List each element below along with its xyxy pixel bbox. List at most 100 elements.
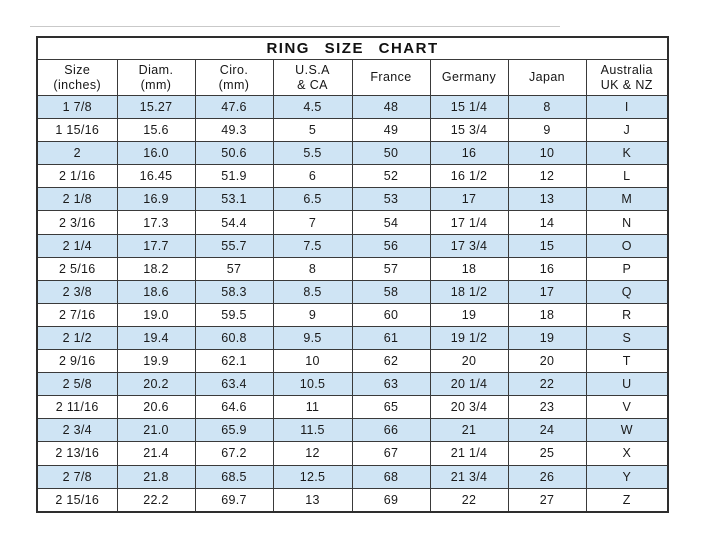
table-cell-germany: 16	[429, 141, 509, 166]
table-cell-diam-mm: 22.2	[116, 487, 196, 513]
table-cell-japan: 26	[507, 464, 587, 489]
table-cell-australia-uk-nz: W	[585, 418, 669, 443]
table-cell-size-inches: 2 11/16	[36, 395, 118, 420]
table-cell-france: 66	[351, 418, 431, 443]
table-cell-germany: 15 1/4	[429, 94, 509, 120]
table-cell-diam-mm: 18.2	[116, 256, 196, 281]
table-cell-size-inches: 2 15/16	[36, 487, 118, 513]
table-cell-australia-uk-nz: P	[585, 256, 669, 281]
table-cell-australia-uk-nz: U	[585, 372, 669, 397]
table-row: 2 3/4 21.0 65.9 11.5 66 21 24 W	[36, 418, 669, 443]
table-row: 2 16.0 50.6 5.5 50 16 10 K	[36, 141, 669, 166]
table-cell-germany: 17 1/4	[429, 210, 509, 235]
column-header-germany: Germany	[429, 59, 509, 96]
table-cell-france: 52	[351, 164, 431, 189]
table-cell-diam-mm: 21.8	[116, 464, 196, 489]
table-cell-diam-mm: 17.7	[116, 233, 196, 258]
table-cell-germany: 20 1/4	[429, 372, 509, 397]
table-cell-france: 58	[351, 279, 431, 304]
table-cell-japan: 19	[507, 325, 587, 351]
page-title: RING SIZE CHART	[36, 36, 669, 60]
table-cell-japan: 17	[507, 279, 587, 304]
table-cell-size-inches: 2 5/8	[36, 372, 118, 397]
table-cell-diam-mm: 16.45	[116, 164, 196, 189]
table-cell-france: 68	[351, 464, 431, 489]
table-cell-size-inches: 2 13/16	[36, 441, 118, 466]
table-row: 2 3/16 17.3 54.4 7 54 17 1/4 14 N	[36, 210, 669, 235]
table-cell-size-inches: 1 7/8	[36, 94, 118, 120]
column-header-size-inches: Size (inches)	[36, 59, 118, 96]
table-cell-size-inches: 2 9/16	[36, 349, 118, 374]
table-cell-diam-mm: 19.9	[116, 349, 196, 374]
table-cell-japan: 24	[507, 418, 587, 443]
table-row: 2 7/16 19.0 59.5 9 60 19 18 R	[36, 302, 669, 327]
table-cell-japan: 13	[507, 187, 587, 212]
table-cell-japan: 25	[507, 441, 587, 466]
ring-size-table: RING SIZE CHART Size (inches) Diam. (mm) Cir…	[36, 36, 670, 513]
table-cell-germany: 15 3/4	[429, 118, 509, 143]
table-cell-ciro-mm: 60.8	[194, 325, 274, 351]
table-row: 1 7/8 15.27 47.6 4.5 48 15 1/4 8 I	[36, 94, 669, 120]
table-cell-size-inches: 2	[36, 141, 118, 166]
table-cell-ciro-mm: 55.7	[194, 233, 274, 258]
table-cell-usa-ca: 9.5	[272, 325, 353, 351]
table-cell-ciro-mm: 54.4	[194, 210, 274, 235]
table-cell-france: 69	[351, 487, 431, 513]
table-cell-diam-mm: 16.0	[116, 141, 196, 166]
column-header-diam-mm: Diam. (mm)	[116, 59, 196, 96]
table-row: 2 13/16 21.4 67.2 12 67 21 1/4 25 X	[36, 441, 669, 466]
table-cell-diam-mm: 15.6	[116, 118, 196, 143]
table-cell-ciro-mm: 68.5	[194, 464, 274, 489]
table-cell-size-inches: 2 3/4	[36, 418, 118, 443]
table-row: 2 5/16 18.2 57 8 57 18 16 P	[36, 256, 669, 281]
column-header-ciro-mm: Ciro. (mm)	[194, 59, 274, 96]
column-header-japan: Japan	[507, 59, 587, 96]
table-cell-size-inches: 2 1/16	[36, 164, 118, 189]
table-cell-france: 53	[351, 187, 431, 212]
table-cell-australia-uk-nz: R	[585, 302, 669, 327]
table-cell-germany: 21 1/4	[429, 441, 509, 466]
table-cell-diam-mm: 20.6	[116, 395, 196, 420]
table-cell-size-inches: 2 7/16	[36, 302, 118, 327]
table-cell-france: 62	[351, 349, 431, 374]
table-cell-germany: 18	[429, 256, 509, 281]
table-cell-germany: 18 1/2	[429, 279, 509, 304]
table-cell-japan: 20	[507, 349, 587, 374]
table-cell-japan: 12	[507, 164, 587, 189]
table-cell-australia-uk-nz: Y	[585, 464, 669, 489]
table-cell-germany: 22	[429, 487, 509, 513]
table-cell-size-inches: 2 1/8	[36, 187, 118, 212]
table-cell-ciro-mm: 58.3	[194, 279, 274, 304]
table-cell-japan: 9	[507, 118, 587, 143]
table-cell-size-inches: 2 7/8	[36, 464, 118, 489]
table-cell-ciro-mm: 47.6	[194, 94, 274, 120]
table-cell-australia-uk-nz: T	[585, 349, 669, 374]
table-body: 1 7/8 15.27 47.6 4.5 48 15 1/4 8 I 1 15/16 15.6 49…	[36, 94, 669, 513]
table-cell-france: 50	[351, 141, 431, 166]
table-cell-australia-uk-nz: K	[585, 141, 669, 166]
table-cell-ciro-mm: 69.7	[194, 487, 274, 513]
table-cell-germany: 20 3/4	[429, 395, 509, 420]
table-cell-australia-uk-nz: Q	[585, 279, 669, 304]
table-cell-australia-uk-nz: J	[585, 118, 669, 143]
table-cell-ciro-mm: 65.9	[194, 418, 274, 443]
table-cell-diam-mm: 18.6	[116, 279, 196, 304]
table-cell-ciro-mm: 50.6	[194, 141, 274, 166]
table-cell-ciro-mm: 67.2	[194, 441, 274, 466]
table-cell-usa-ca: 12	[272, 441, 353, 466]
table-cell-germany: 17	[429, 187, 509, 212]
table-cell-france: 67	[351, 441, 431, 466]
table-cell-size-inches: 2 5/16	[36, 256, 118, 281]
table-row: 2 9/16 19.9 62.1 10 62 20 20 T	[36, 349, 669, 374]
column-header-france: France	[351, 59, 431, 96]
table-cell-australia-uk-nz: S	[585, 325, 669, 351]
table-row: 2 1/16 16.45 51.9 6 52 16 1/2 12 L	[36, 164, 669, 189]
table-cell-usa-ca: 8	[272, 256, 353, 281]
table-cell-japan: 15	[507, 233, 587, 258]
table-cell-ciro-mm: 51.9	[194, 164, 274, 189]
table-cell-usa-ca: 5.5	[272, 141, 353, 166]
table-cell-ciro-mm: 53.1	[194, 187, 274, 212]
table-cell-germany: 19	[429, 302, 509, 327]
column-header-row: Size (inches) Diam. (mm) Ciro. (mm) U.S.A & CA F…	[36, 59, 669, 96]
